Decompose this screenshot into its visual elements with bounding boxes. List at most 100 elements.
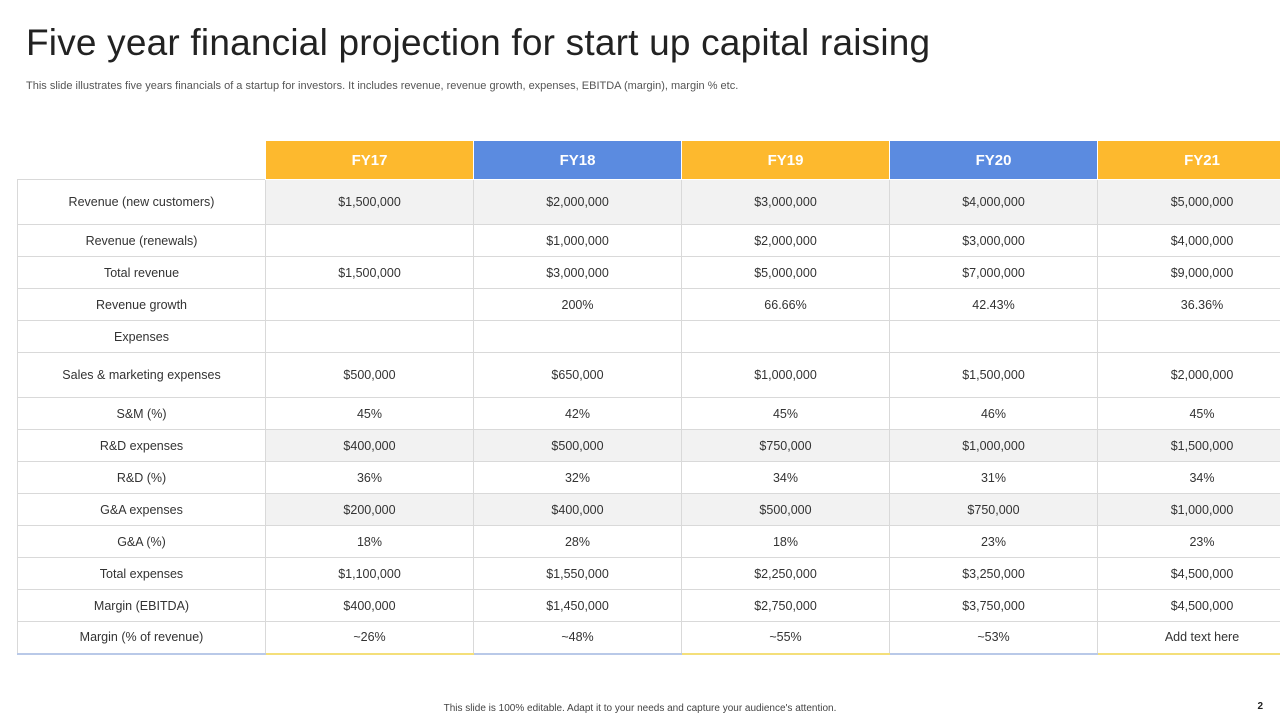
table-cell: 18% <box>265 525 474 558</box>
table-row: Revenue (renewals) $1,000,000 $2,000,000… <box>17 224 1280 257</box>
table-cell: $5,000,000 <box>681 256 890 289</box>
table-cell: ~55% <box>681 621 890 655</box>
page-number: 2 <box>1257 701 1263 712</box>
table-cell: $5,000,000 <box>1097 179 1280 225</box>
row-label: Sales & marketing expenses <box>17 352 266 398</box>
table-row: Margin (% of revenue) ~26% ~48% ~55% ~53… <box>17 621 1280 655</box>
table-cell: 45% <box>265 397 474 430</box>
table-cell: $500,000 <box>681 493 890 526</box>
table-cell: 46% <box>889 397 1098 430</box>
table-cell: 28% <box>473 525 682 558</box>
table-cell: ~48% <box>473 621 682 655</box>
row-label: Expenses <box>17 320 266 353</box>
table-row: R&D expenses $400,000 $500,000 $750,000 … <box>17 429 1280 462</box>
table-cell <box>473 320 682 353</box>
row-label: S&M (%) <box>17 397 266 430</box>
row-label: Revenue growth <box>17 288 266 321</box>
table-cell: $3,000,000 <box>889 224 1098 257</box>
table-cell <box>265 288 474 321</box>
table-cell: $3,750,000 <box>889 589 1098 622</box>
row-label: Margin (% of revenue) <box>17 621 266 655</box>
row-label: Total revenue <box>17 256 266 289</box>
slide-footer: This slide is 100% editable. Adapt it to… <box>443 703 837 714</box>
row-label: R&D (%) <box>17 461 266 494</box>
table-cell: 36.36% <box>1097 288 1280 321</box>
table-cell: Add text here <box>1097 621 1280 655</box>
table-cell: $500,000 <box>473 429 682 462</box>
table-cell: $3,250,000 <box>889 557 1098 590</box>
column-header-fy21: FY21 <box>1097 140 1280 180</box>
table-cell: $500,000 <box>265 352 474 398</box>
table-cell: $1,550,000 <box>473 557 682 590</box>
table-cell: $1,500,000 <box>265 256 474 289</box>
table-cell: $4,000,000 <box>1097 224 1280 257</box>
table-row: Margin (EBITDA) $400,000 $1,450,000 $2,7… <box>17 589 1280 622</box>
table-cell: $750,000 <box>889 493 1098 526</box>
table-row: S&M (%) 45% 42% 45% 46% 45% <box>17 397 1280 430</box>
table-cell: 34% <box>1097 461 1280 494</box>
table-cell: 18% <box>681 525 890 558</box>
table-header-row: FY17 FY18 FY19 FY20 FY21 <box>17 140 1280 180</box>
row-label: Total expenses <box>17 557 266 590</box>
table-cell: $4,500,000 <box>1097 589 1280 622</box>
row-label: R&D expenses <box>17 429 266 462</box>
table-cell: $400,000 <box>265 589 474 622</box>
table-cell: 23% <box>889 525 1098 558</box>
table-cell: 66.66% <box>681 288 890 321</box>
table-cell: 34% <box>681 461 890 494</box>
table-cell: 200% <box>473 288 682 321</box>
table-row: Revenue growth 200% 66.66% 42.43% 36.36% <box>17 288 1280 321</box>
table-cell: $1,500,000 <box>265 179 474 225</box>
column-header-fy20: FY20 <box>889 140 1098 180</box>
table-cell <box>1097 320 1280 353</box>
table-row: R&D (%) 36% 32% 34% 31% 34% <box>17 461 1280 494</box>
table-cell: 42% <box>473 397 682 430</box>
table-cell: $1,000,000 <box>889 429 1098 462</box>
table-row: G&A (%) 18% 28% 18% 23% 23% <box>17 525 1280 558</box>
table-cell: $1,000,000 <box>473 224 682 257</box>
table-cell: $3,000,000 <box>473 256 682 289</box>
table-cell: $1,100,000 <box>265 557 474 590</box>
table-cell: $1,500,000 <box>889 352 1098 398</box>
table-row: G&A expenses $200,000 $400,000 $500,000 … <box>17 493 1280 526</box>
table-cell: 45% <box>1097 397 1280 430</box>
financial-projection-table-container: FY17 FY18 FY19 FY20 FY21 Revenue (new cu… <box>17 140 1280 655</box>
column-header-fy17: FY17 <box>265 140 474 180</box>
table-cell: 45% <box>681 397 890 430</box>
table-cell: $400,000 <box>265 429 474 462</box>
table-cell: $400,000 <box>473 493 682 526</box>
table-cell: $1,500,000 <box>1097 429 1280 462</box>
table-cell: $4,500,000 <box>1097 557 1280 590</box>
table-cell: $2,000,000 <box>1097 352 1280 398</box>
table-cell: ~26% <box>265 621 474 655</box>
table-cell: $1,000,000 <box>681 352 890 398</box>
table-cell: 42.43% <box>889 288 1098 321</box>
table-cell: $4,000,000 <box>889 179 1098 225</box>
table-row: Expenses <box>17 320 1280 353</box>
row-label: G&A expenses <box>17 493 266 526</box>
row-label: G&A (%) <box>17 525 266 558</box>
column-header-fy18: FY18 <box>473 140 682 180</box>
table-cell <box>265 224 474 257</box>
table-cell: $650,000 <box>473 352 682 398</box>
table-cell: $2,750,000 <box>681 589 890 622</box>
table-row: Sales & marketing expenses $500,000 $650… <box>17 352 1280 398</box>
table-row: Total revenue $1,500,000 $3,000,000 $5,0… <box>17 256 1280 289</box>
slide-title: Five year financial projection for start… <box>26 22 931 63</box>
table-cell: 32% <box>473 461 682 494</box>
row-label: Margin (EBITDA) <box>17 589 266 622</box>
table-row: Total expenses $1,100,000 $1,550,000 $2,… <box>17 557 1280 590</box>
table-cell: $1,000,000 <box>1097 493 1280 526</box>
financial-projection-table: FY17 FY18 FY19 FY20 FY21 Revenue (new cu… <box>17 140 1280 655</box>
table-cell <box>889 320 1098 353</box>
table-cell: $9,000,000 <box>1097 256 1280 289</box>
table-cell: $2,250,000 <box>681 557 890 590</box>
table-corner-cell <box>17 140 266 180</box>
row-label: Revenue (new customers) <box>17 179 266 225</box>
table-cell: $2,000,000 <box>473 179 682 225</box>
row-label: Revenue (renewals) <box>17 224 266 257</box>
table-row: Revenue (new customers) $1,500,000 $2,00… <box>17 179 1280 225</box>
column-header-fy19: FY19 <box>681 140 890 180</box>
table-cell: $1,450,000 <box>473 589 682 622</box>
table-cell: ~53% <box>889 621 1098 655</box>
